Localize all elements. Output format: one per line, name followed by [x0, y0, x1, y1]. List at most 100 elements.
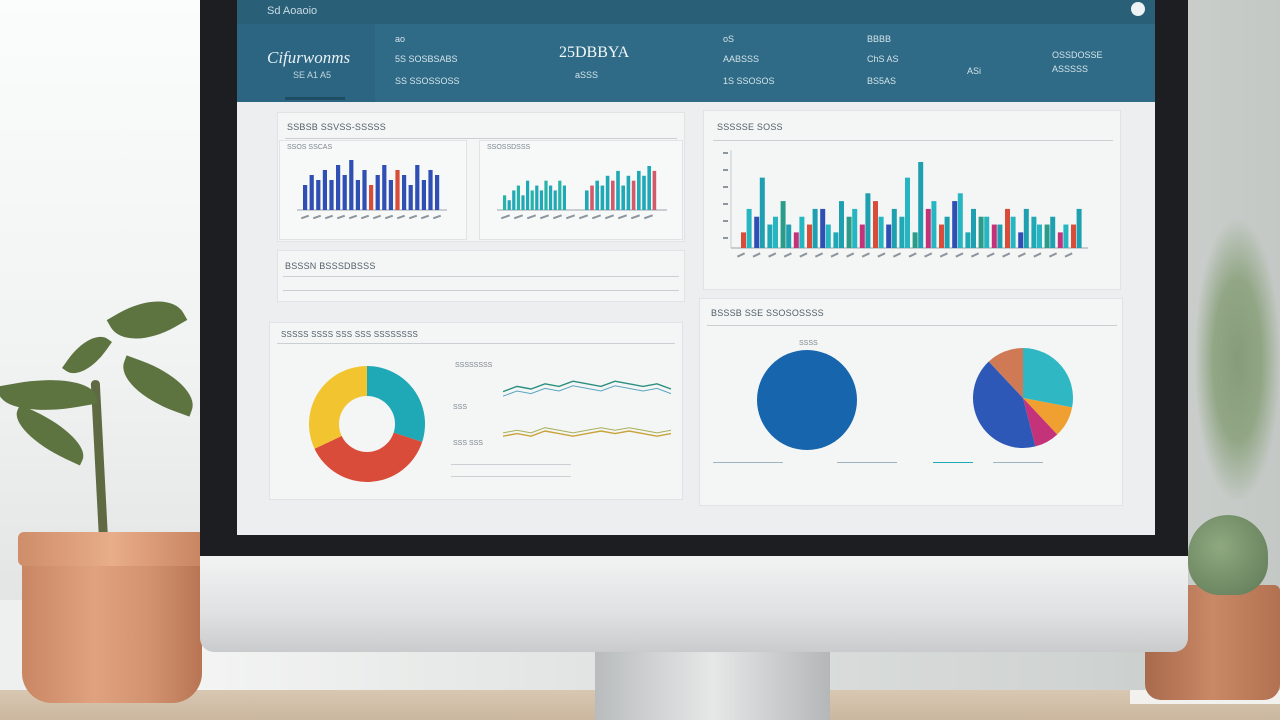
window-light	[0, 0, 215, 600]
bar	[408, 185, 413, 210]
brand-block[interactable]	[237, 24, 375, 102]
bar	[952, 201, 958, 248]
bar	[873, 201, 878, 248]
bar	[1076, 208, 1082, 248]
tick-label	[578, 214, 589, 220]
bar	[786, 224, 792, 248]
tick-label	[723, 169, 728, 171]
bar	[852, 208, 858, 248]
line-chart	[503, 380, 672, 437]
legend-line	[713, 462, 783, 463]
monitor-chin	[200, 556, 1188, 652]
stat-value: ChS AS	[867, 54, 899, 64]
stat-value: OSSDOSSE	[1052, 50, 1103, 60]
tick-label	[799, 252, 808, 258]
tick-label	[723, 237, 728, 239]
bar	[1063, 224, 1069, 248]
tick-label	[372, 214, 382, 220]
bar	[521, 195, 525, 210]
pie-slice	[973, 361, 1036, 448]
bar	[833, 232, 839, 248]
tick-label	[986, 252, 995, 258]
tick-label	[420, 214, 430, 220]
bar	[530, 190, 534, 210]
bar	[1071, 224, 1076, 248]
small-bars-title: SSBSB SSVSS-SSSSS	[287, 122, 386, 132]
bar	[886, 224, 892, 248]
bar	[611, 180, 615, 210]
cactus	[1188, 515, 1268, 595]
donut-chart	[309, 366, 425, 482]
bar	[585, 190, 589, 210]
bar	[1023, 208, 1029, 248]
bar	[741, 232, 746, 248]
tick-label	[861, 252, 870, 258]
bar	[600, 185, 605, 210]
stat-value: ASi	[967, 66, 982, 76]
bar	[957, 193, 963, 248]
bar	[991, 224, 997, 248]
stat-label: BBBB	[867, 34, 892, 44]
bar	[355, 180, 360, 210]
tick-label	[312, 214, 322, 220]
bar	[780, 201, 786, 248]
bar	[435, 175, 440, 210]
series-line	[503, 385, 672, 397]
bar	[1044, 224, 1050, 248]
stat-sub: SS SSOSSOSS	[395, 76, 460, 86]
tick-label	[723, 152, 728, 154]
bar	[905, 177, 910, 248]
tick-label	[752, 252, 761, 258]
bar	[626, 175, 631, 210]
panel-divider	[707, 325, 1117, 326]
pie-chart-multi	[973, 348, 1073, 448]
pie-slice	[757, 350, 857, 450]
bar	[388, 180, 393, 210]
small-bars-left-label: SSOS SSCAS	[287, 144, 333, 151]
bar	[362, 170, 367, 210]
pie-slice	[314, 424, 423, 482]
tick-label	[384, 214, 394, 220]
bar	[865, 193, 871, 248]
bar	[799, 216, 805, 248]
tick-label	[630, 214, 641, 220]
bar	[944, 216, 950, 248]
tick-label	[846, 252, 855, 258]
header-top-bar	[237, 0, 1155, 24]
bar	[878, 216, 884, 248]
bar	[978, 216, 984, 248]
bar	[395, 170, 400, 210]
tick-label	[1002, 252, 1011, 258]
tick-label	[432, 214, 442, 220]
tick-label	[814, 252, 824, 258]
tick-label	[617, 214, 628, 220]
bar	[590, 185, 594, 210]
panel-divider	[277, 343, 675, 344]
stat-sub: aSSS	[575, 70, 599, 80]
bar	[1050, 216, 1056, 248]
pie-slice	[1023, 398, 1058, 447]
bar	[322, 170, 327, 210]
tick-label	[500, 214, 511, 220]
bar	[647, 166, 651, 210]
bar	[793, 232, 799, 248]
tick-label	[908, 252, 917, 258]
tick-label	[539, 214, 550, 220]
bar	[825, 224, 831, 248]
bar	[925, 208, 931, 248]
bar	[382, 165, 387, 210]
tick-label	[1033, 252, 1042, 258]
background-plant	[1195, 220, 1280, 500]
bar	[535, 185, 539, 210]
bar	[859, 224, 865, 248]
tick-label	[830, 252, 839, 258]
bar	[1018, 232, 1024, 248]
tick-label	[526, 214, 537, 220]
bar	[415, 165, 420, 210]
tick-label	[591, 214, 602, 220]
tick-label	[408, 214, 418, 220]
stat-label: oS	[723, 34, 735, 44]
tick-label	[360, 214, 370, 220]
pies-panel-title: BSSSB SSE SSOSOSSSS	[711, 308, 824, 318]
profile-icon[interactable]	[1131, 2, 1145, 16]
